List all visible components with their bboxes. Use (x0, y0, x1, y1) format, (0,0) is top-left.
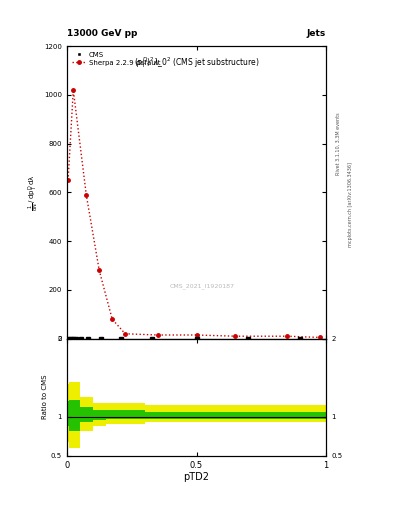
Y-axis label: $\mathregular{\frac{1}{dN}\,/\,dp_T^D\,d\lambda}$: $\mathregular{\frac{1}{dN}\,/\,dp_T^D\,d… (27, 174, 41, 211)
Text: $(p_T^D)^2\lambda\_0^2$ (CMS jet substructure): $(p_T^D)^2\lambda\_0^2$ (CMS jet substru… (134, 55, 259, 70)
Text: CMS_2021_I1920187: CMS_2021_I1920187 (169, 283, 234, 289)
Legend: CMS, Sherpa 2.2.9 default: CMS, Sherpa 2.2.9 default (70, 50, 163, 68)
X-axis label: pTD2: pTD2 (184, 472, 209, 482)
Text: mcplots.cern.ch [arXiv:1306.3436]: mcplots.cern.ch [arXiv:1306.3436] (348, 162, 353, 247)
Text: Jets: Jets (307, 29, 326, 38)
Text: Rivet 3.1.10, 3.3M events: Rivet 3.1.10, 3.3M events (336, 112, 341, 175)
Text: 13000 GeV pp: 13000 GeV pp (67, 29, 137, 38)
Y-axis label: Ratio to CMS: Ratio to CMS (42, 375, 48, 419)
